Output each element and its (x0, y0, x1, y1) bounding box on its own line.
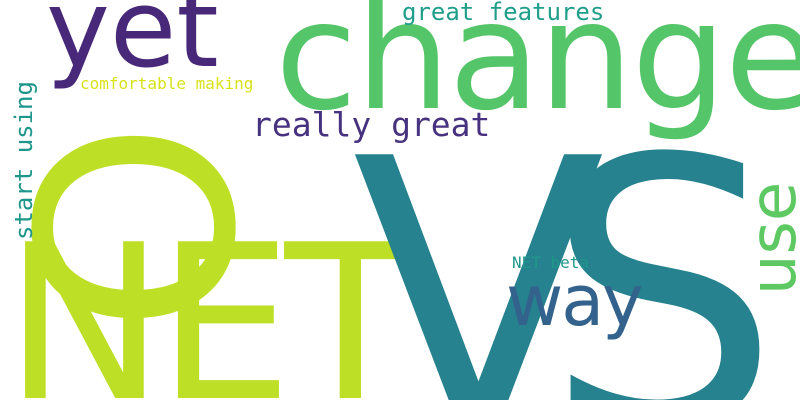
word-way: way (506, 260, 644, 342)
word-yet: yet (46, 0, 219, 92)
word-comfortable-making: comfortable making (80, 74, 254, 93)
word-great-features: great features (402, 0, 605, 26)
word-really-great: really great (252, 105, 491, 144)
word-vs: VS (352, 82, 780, 400)
word-change: change (275, 0, 800, 144)
word-net-beta: NET beta (512, 253, 590, 272)
word-net: NET (4, 198, 416, 400)
word-start-using: start using (10, 81, 38, 240)
word-use: use (737, 181, 800, 295)
